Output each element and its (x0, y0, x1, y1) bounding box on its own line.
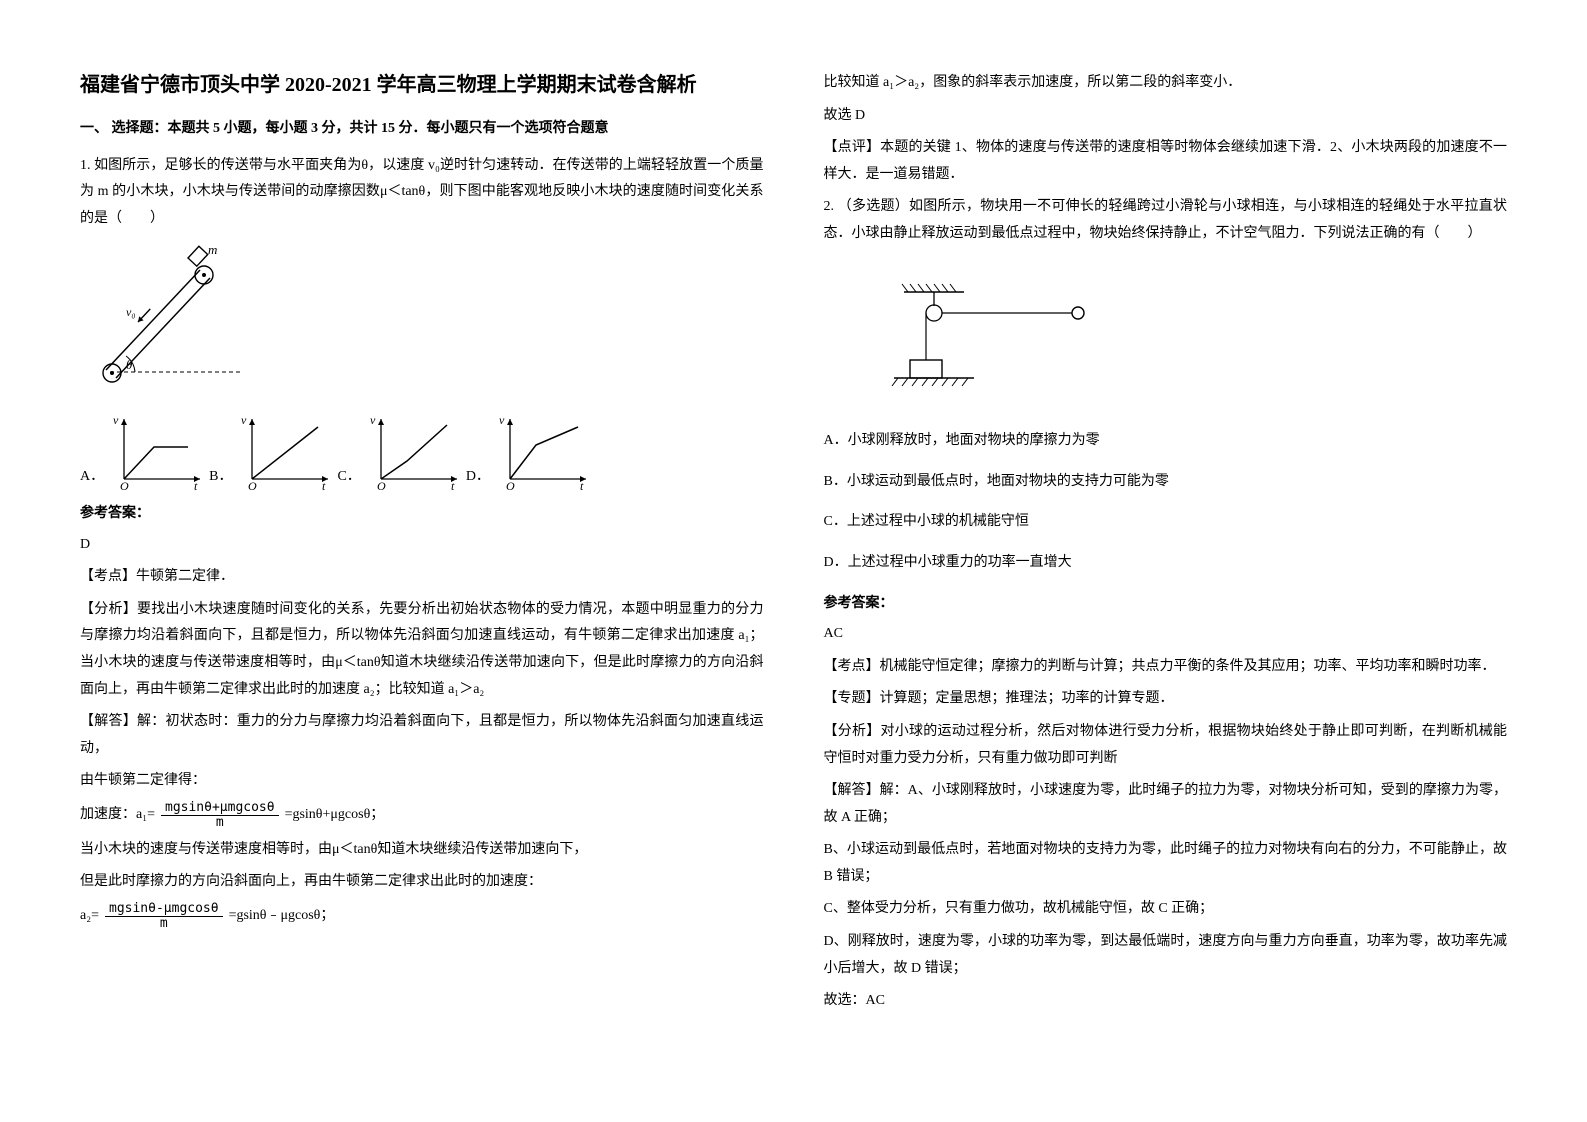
svg-text:O: O (506, 479, 515, 491)
q1-p6: 但是此时摩擦力的方向沿斜面向上，再由牛顿第二定律求出此时的加速度： (80, 869, 764, 896)
q1-options: A． v O t B． v O t C． v (80, 413, 764, 491)
q2-answer: AC (824, 621, 1508, 648)
opt-a-label: A． (80, 464, 104, 491)
q1-p3: 【解答】解：初状态时：重力的分力与摩擦力均沿着斜面向下，且都是恒力，所以物体先沿… (80, 709, 764, 762)
incline-svg: m v₀ θ (80, 242, 260, 392)
f1-den: m (212, 816, 228, 830)
opt-c-label: C． (337, 464, 360, 491)
svg-text:v: v (241, 413, 247, 427)
svg-text:t: t (194, 479, 198, 491)
q2-p4: 【解答】解：A、小球刚释放时，小球速度为零，此时绳子的拉力为零，对物块分析可知，… (824, 778, 1508, 831)
q1-answer: D (80, 532, 764, 559)
q1-p1: 【考点】牛顿第二定律． (80, 564, 764, 591)
opt-a-graph: v O t (110, 413, 205, 491)
q2-svg (884, 278, 1104, 388)
doc-title: 福建省宁德市顶头中学 2020-2021 学年高三物理上学期期末试卷含解析 (80, 70, 764, 100)
opt-b-graph: v O t (238, 413, 333, 491)
section-1-heading: 一、 选择题：本题共 5 小题，每小题 3 分，共计 15 分．每小题只有一个选… (80, 116, 764, 143)
q2-p1: 【考点】机械能守恒定律；摩擦力的判断与计算；共点力平衡的条件及其应用；功率、平均… (824, 654, 1508, 681)
svg-text:t: t (580, 479, 584, 491)
q2-stem: 2. （多选题）如图所示，物块用一不可伸长的轻绳跨过小滑轮与小球相连，与小球相连… (824, 194, 1508, 247)
svg-text:O: O (248, 479, 257, 491)
f2-num: mgsinθ-μmgcosθ (105, 902, 223, 917)
col2-p1: 比较知道 a₁＞a₂，图象的斜率表示加速度，所以第二段的斜率变小． (824, 70, 1508, 97)
q2-opt-b: B．小球运动到最低点时，地面对物块的支持力可能为零 (824, 469, 1508, 496)
q1-p4: 由牛顿第二定律得： (80, 768, 764, 795)
f2-den: m (156, 917, 172, 931)
q2-opt-c: C．上述过程中小球的机械能守恒 (824, 509, 1508, 536)
right-column: 比较知道 a₁＞a₂，图象的斜率表示加速度，所以第二段的斜率变小． 故选 D 【… (794, 70, 1538, 1082)
q2-p7: D、刚释放时，速度为零，小球的功率为零，到达最低端时，速度方向与重力方向垂直，功… (824, 929, 1508, 982)
q2-p6: C、整体受力分析，只有重力做功，故机械能守恒，故 C 正确； (824, 896, 1508, 923)
q1-p5: 当小木块的速度与传送带速度相等时，由μ＜tanθ知道木块继续沿传送带加速向下， (80, 837, 764, 864)
col2-p3: 【点评】本题的关键 1、物体的速度与传送带的速度相等时物体会继续加速下滑．2、小… (824, 135, 1508, 188)
opt-d-graph: v O t (496, 413, 591, 491)
svg-text:v: v (499, 413, 505, 427)
q2-answer-head: 参考答案： (824, 591, 1508, 618)
q2-p3: 【分析】对小球的运动过程分析，然后对物体进行受力分析，根据物块始终处于静止即可判… (824, 719, 1508, 772)
q1-stem: 1. 如图所示，足够长的传送带与水平面夹角为θ，以速度 v₀逆时针匀速转动．在传… (80, 153, 764, 233)
q1-diagram: m v₀ θ (80, 242, 764, 403)
q2-diagram (884, 278, 1508, 399)
q2-p8: 故选：AC (824, 988, 1508, 1015)
q2-p2: 【专题】计算题；定量思想；推理法；功率的计算专题． (824, 686, 1508, 713)
f1-num: mgsinθ+μmgcosθ (161, 801, 279, 816)
opt-c-graph: v O t (367, 413, 462, 491)
opt-b-label: B． (209, 464, 232, 491)
q1-formula-1: 加速度：a₁= mgsinθ+μmgcosθ m =gsinθ+μgcosθ； (80, 801, 764, 831)
q2-opt-d: D．上述过程中小球重力的功率一直增大 (824, 550, 1508, 577)
svg-text:t: t (451, 479, 455, 491)
f1-pre: 加速度：a₁= (80, 802, 155, 829)
svg-text:O: O (120, 479, 129, 491)
svg-text:v₀: v₀ (126, 305, 136, 319)
svg-text:θ: θ (126, 357, 133, 372)
q2-p5: B、小球运动到最低点时，若地面对物块的支持力为零，此时绳子的拉力对物块有向右的分… (824, 837, 1508, 890)
f1-post: =gsinθ+μgcosθ； (285, 802, 385, 829)
q1-p2: 【分析】要找出小木块速度随时间变化的关系，先要分析出初始状态物体的受力情况，本题… (80, 597, 764, 703)
f2-post: =gsinθ﹣μgcosθ； (229, 903, 335, 930)
q2-opt-a: A．小球刚释放时，地面对物块的摩擦力为零 (824, 428, 1508, 455)
svg-text:t: t (322, 479, 326, 491)
svg-text:v: v (370, 413, 376, 427)
q1-formula-2: a₂= mgsinθ-μmgcosθ m =gsinθ﹣μgcosθ； (80, 902, 764, 932)
svg-text:O: O (377, 479, 386, 491)
col2-p2: 故选 D (824, 103, 1508, 130)
left-column: 福建省宁德市顶头中学 2020-2021 学年高三物理上学期期末试卷含解析 一、… (50, 70, 794, 1082)
svg-text:m: m (208, 242, 217, 257)
svg-text:v: v (113, 413, 119, 427)
q1-answer-head: 参考答案： (80, 501, 764, 528)
opt-d-label: D． (466, 464, 490, 491)
f2-pre: a₂= (80, 903, 99, 930)
